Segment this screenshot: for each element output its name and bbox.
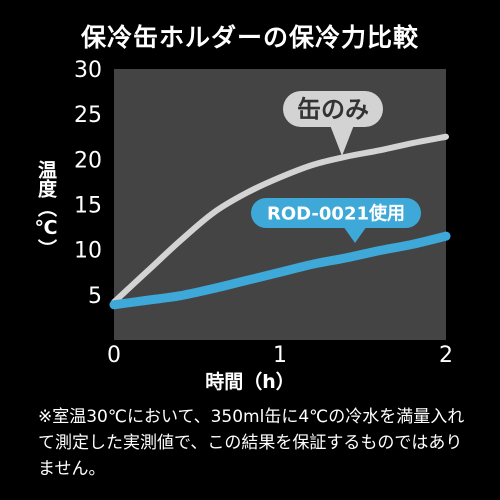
y-tick-label: 5 (88, 284, 102, 309)
y-tick-label: 20 (74, 148, 102, 173)
y-tick-label: 25 (74, 103, 102, 128)
chart-title: 保冷缶ホルダーの保冷力比較 (80, 23, 419, 52)
y-tick-label: 10 (74, 239, 102, 264)
series-label-can-only: 缶のみ (297, 96, 369, 124)
y-tick-label: 15 (74, 194, 102, 219)
series-label-rod-0021-bubble (251, 198, 421, 228)
y-axis-label: 温度（℃） (35, 160, 57, 258)
x-tick-label: 1 (273, 343, 287, 368)
series-line-rod-0021 (109, 231, 451, 310)
series-label-rod-0021-pointer (343, 226, 367, 243)
y-tick-label: 30 (74, 58, 102, 83)
x-tick-label: 2 (439, 343, 453, 368)
footnote: ※室温30℃において、350ml缶に4℃の冷水を満量入れて測定した実測値で、この… (38, 407, 465, 479)
series-line-can-only (111, 133, 449, 306)
x-tick-label: 0 (107, 343, 121, 368)
series-label-can-only-pointer (330, 125, 354, 156)
x-axis-label: 時間（h） (205, 371, 295, 393)
series-label-rod-0021: ROD-0021使用 (267, 203, 405, 224)
series-label-can-only-bubble (283, 91, 383, 127)
